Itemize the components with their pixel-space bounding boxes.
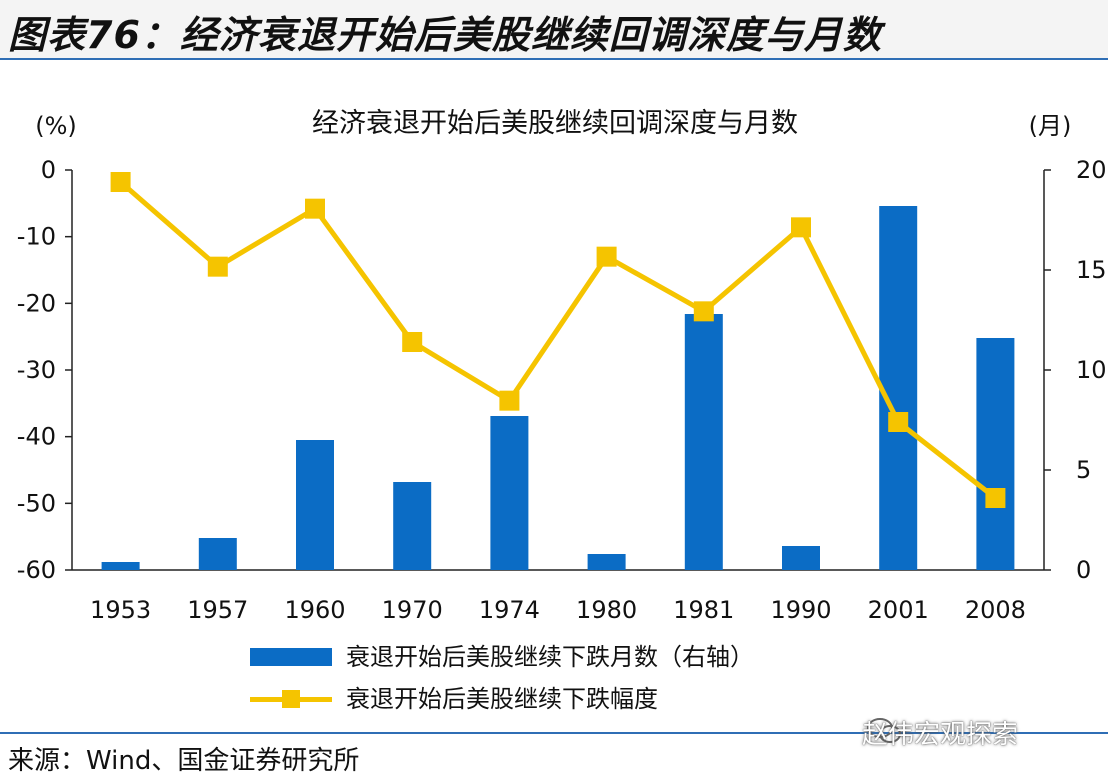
source-note: 来源：Wind、国金证券研究所: [8, 746, 360, 776]
chart-title: 经济衰退开始后美股继续回调深度与月数: [312, 108, 798, 139]
right-axis-unit: (月): [1029, 112, 1072, 140]
left-axis-unit: (%): [35, 112, 77, 140]
bar: [782, 546, 820, 570]
x-tick-label: 1980: [576, 596, 637, 624]
line-point: [305, 198, 325, 219]
line-point: [207, 256, 228, 277]
right-tick-label: 15: [1076, 256, 1107, 284]
x-tick-label: 2001: [868, 596, 929, 624]
line-point: [110, 172, 131, 192]
legend-label-bars: 衰退开始后美股继续下跌月数（右轴）: [346, 643, 754, 671]
left-tick-label: -60: [17, 556, 56, 584]
legend-label-line: 衰退开始后美股继续下跌幅度: [346, 685, 658, 713]
line-point: [693, 301, 714, 322]
bar: [393, 482, 432, 570]
bar: [296, 440, 334, 570]
left-tick-label: -10: [17, 223, 56, 251]
right-tick-label: 10: [1076, 356, 1107, 384]
footer-rule: [0, 732, 1108, 734]
legend-swatch-bar: [250, 648, 332, 666]
line-series: [118, 180, 997, 500]
line-point: [402, 332, 423, 352]
x-tick-label: 1990: [770, 596, 831, 624]
left-tick-label: -50: [17, 489, 56, 517]
line-point: [791, 217, 811, 238]
bar: [198, 538, 237, 570]
left-tick-label: -30: [17, 356, 56, 384]
x-tick-label: 2008: [965, 596, 1026, 624]
right-tick-label: 5: [1076, 456, 1091, 484]
plot-area: 0 -10 -20 -30 -40 -50 -60 20 15 10 5 0 1953 1957 1960 1…: [17, 156, 1107, 624]
legend-swatch-marker: [282, 690, 300, 708]
x-tick-label: 1953: [90, 596, 151, 624]
line-point: [985, 488, 1006, 508]
header-rule: [0, 58, 1108, 60]
right-tick-label: 0: [1076, 556, 1091, 584]
line-point: [596, 246, 617, 267]
bar: [976, 338, 1015, 570]
left-tick-label: -20: [17, 289, 56, 317]
line-point: [499, 390, 520, 411]
x-tick-label: 1974: [479, 596, 540, 624]
bar: [684, 314, 723, 570]
figure-header: 图表76：经济衰退开始后美股继续回调深度与月数: [0, 0, 1108, 58]
bar: [587, 554, 626, 570]
chart-canvas: 经济衰退开始后美股继续回调深度与月数 (%) (月) 0 -10 -20 -30 -40…: [17, 108, 1107, 624]
bar: [879, 206, 918, 570]
watermark-text: 赵伟宏观探索: [862, 720, 1019, 750]
bar: [101, 562, 140, 570]
x-tick-label: 1957: [187, 596, 248, 624]
line-point: [888, 412, 909, 432]
x-tick-label: 1960: [284, 596, 345, 624]
left-tick-label: -40: [17, 423, 56, 451]
right-tick-label: 20: [1076, 156, 1107, 184]
bar: [490, 416, 529, 570]
figure-title: 图表76：经济衰退开始后美股继续回调深度与月数: [8, 13, 882, 57]
left-tick-label: 0: [41, 156, 56, 184]
wechat-icon: [867, 718, 901, 743]
x-tick-label: 1981: [673, 596, 734, 624]
x-tick-label: 1970: [382, 596, 443, 624]
